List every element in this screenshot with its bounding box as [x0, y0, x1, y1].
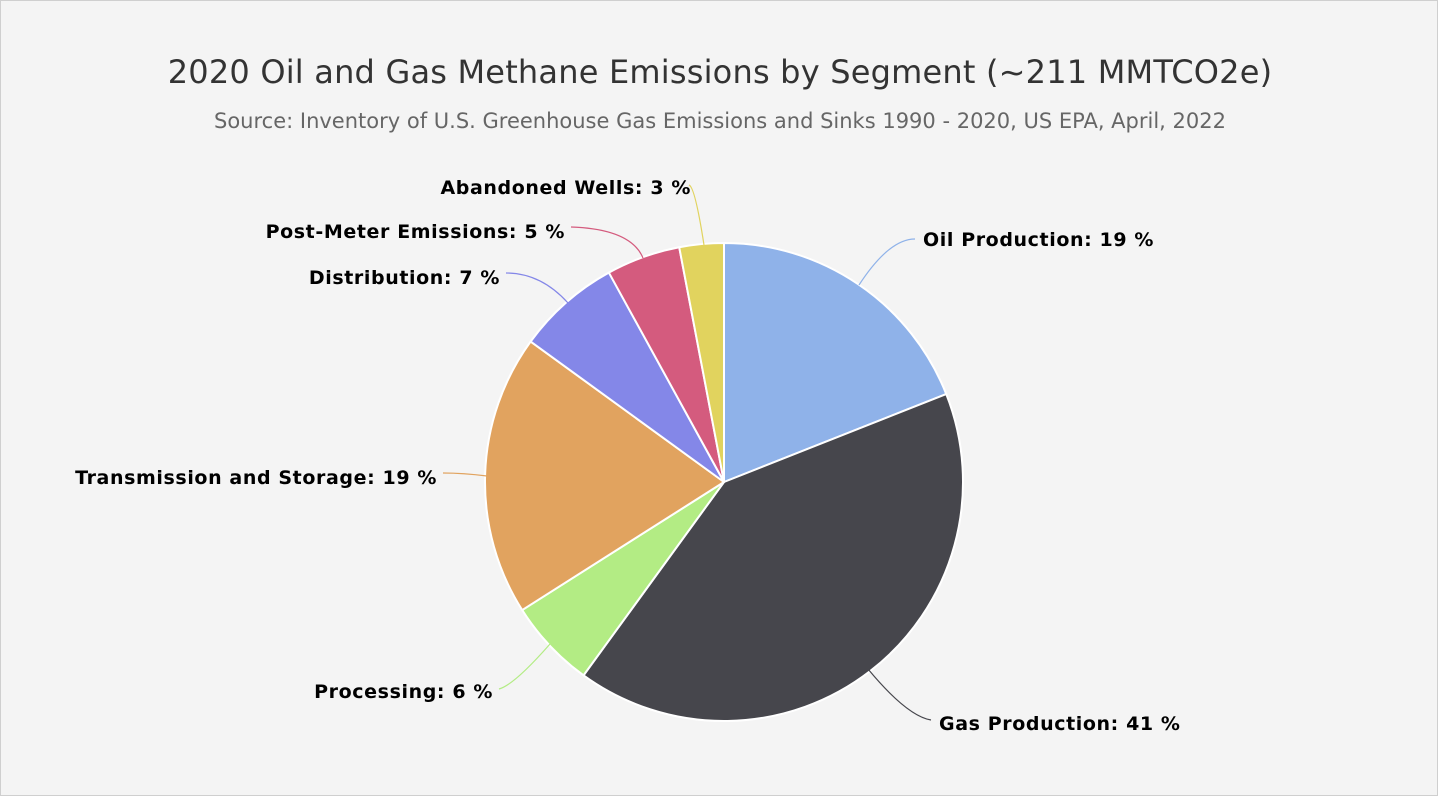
label-connectors: [442, 184, 932, 721]
pie-slice-transmission-and-storage[interactable]: [484, 340, 725, 612]
slice-label: Transmission and Storage: 19 %: [75, 467, 437, 489]
pie-slices: [484, 242, 965, 722]
pie-slice-oil-production[interactable]: [723, 242, 948, 483]
pie-slice-gas-production[interactable]: [582, 393, 965, 722]
label-connector: [570, 226, 644, 259]
slice-label: Abandoned Wells: 3 %: [440, 177, 691, 199]
label-connector: [505, 272, 569, 304]
label-connector: [867, 668, 932, 721]
slice-label: Processing: 6 %: [314, 681, 493, 703]
label-connector: [498, 643, 551, 690]
label-connector: [858, 238, 916, 286]
slice-label: Post-Meter Emissions: 5 %: [266, 221, 565, 243]
label-connector: [442, 472, 488, 477]
pie-slice-abandoned-wells[interactable]: [678, 242, 725, 483]
slice-label: Distribution: 7 %: [309, 267, 500, 289]
slice-labels: Oil Production: 19 % Gas Production: 41 %…: [75, 177, 1180, 735]
slice-label: Gas Production: 41 %: [939, 713, 1181, 735]
slice-label: Oil Production: 19 %: [923, 229, 1154, 251]
label-connector: [688, 184, 705, 246]
chart-subtitle: Source: Inventory of U.S. Greenhouse Gas…: [214, 109, 1226, 133]
chart-title: 2020 Oil and Gas Methane Emissions by Se…: [167, 53, 1273, 91]
pie-slice-distribution[interactable]: [529, 271, 725, 483]
